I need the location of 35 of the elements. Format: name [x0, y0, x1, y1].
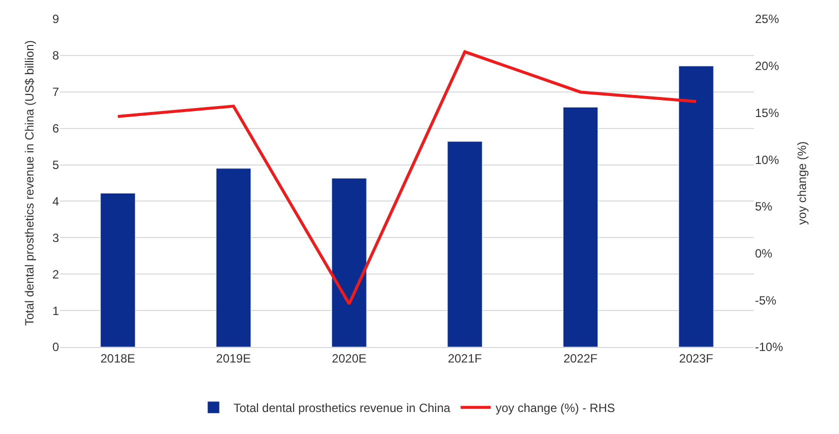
x-tick-label: 2022F [563, 351, 598, 366]
y-tick-label: 0 [52, 340, 60, 354]
y2-tick-label: -5% [755, 293, 777, 308]
y2-tick-label: -10% [755, 340, 784, 354]
y2-tick-label: 15% [755, 106, 780, 120]
bar [678, 66, 714, 347]
bar [332, 178, 367, 347]
x-tick-label: 2019E [216, 351, 251, 366]
bar [562, 106, 598, 347]
y-tick-label: 5 [52, 158, 60, 172]
x-tick-label: 2021F [448, 351, 482, 366]
y-axis-title: Total dental prosthetics revenue in China (US$ billion) [22, 40, 37, 326]
y2-tick-label: 0% [755, 246, 773, 260]
bar [100, 192, 136, 347]
y-tick-label: 1 [52, 304, 60, 318]
y-tick-label: 8 [52, 48, 60, 63]
y2-tick-label: 5% [755, 200, 773, 214]
x-tick-label: 2023F [679, 351, 714, 366]
line-series [116, 50, 698, 306]
y2-tick-label: 10% [755, 152, 780, 167]
y-tick-label: 3 [52, 230, 60, 245]
y2-tick-label: 20% [755, 59, 780, 74]
x-tick-label: 2020E [332, 351, 367, 366]
y2-axis-title: yoy change (%) [795, 141, 810, 225]
legend-label: yoy change (%) - RHS [496, 401, 615, 416]
bar [216, 168, 252, 347]
y-tick-label: 9 [52, 12, 60, 26]
legend-label: Total dental prosthetics revenue in China [234, 401, 451, 416]
y2-tick-label: 25% [755, 12, 780, 26]
y-tick-label: 7 [52, 85, 60, 100]
y-tick-label: 6 [52, 122, 60, 136]
y-tick-label: 2 [52, 267, 60, 282]
y-tick-label: 4 [52, 194, 60, 208]
bar [447, 141, 482, 347]
x-tick-label: 2018E [100, 351, 136, 366]
